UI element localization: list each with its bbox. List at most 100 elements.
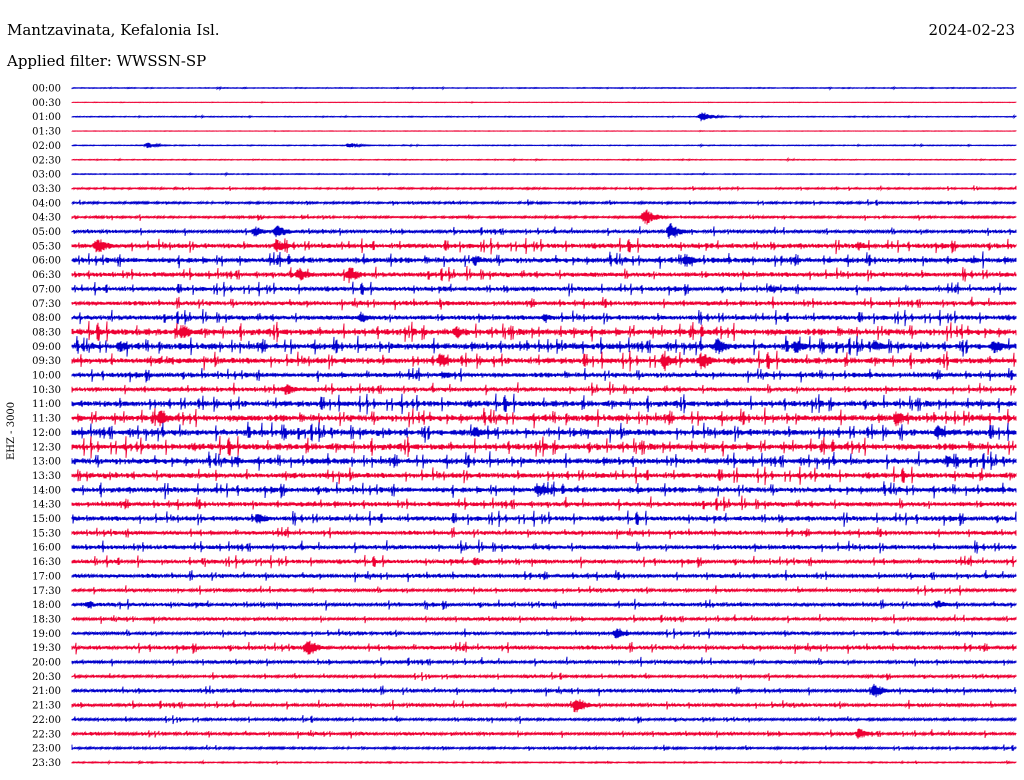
- time-tick-label: 13:00: [32, 457, 61, 468]
- trace-line: [71, 209, 1017, 225]
- time-tick-label: 18:30: [32, 614, 61, 625]
- time-tick-label: 08:30: [32, 327, 61, 338]
- time-tick-label: 17:00: [32, 571, 61, 582]
- trace-line: [71, 715, 1017, 725]
- time-tick-label: 05:00: [32, 227, 61, 238]
- date-label: 2024-02-23: [928, 21, 1015, 39]
- trace-line: [71, 100, 1017, 104]
- time-tick-label: 04:30: [32, 213, 61, 224]
- trace-line: [71, 435, 1017, 459]
- time-tick-label: 01:30: [32, 127, 61, 138]
- trace-line: [71, 699, 1017, 713]
- trace-line: [71, 451, 1017, 471]
- trace-line: [71, 569, 1017, 583]
- time-tick-label: 20:00: [32, 658, 61, 669]
- trace-line: [71, 421, 1017, 443]
- trace-line: [71, 199, 1017, 206]
- time-tick-label: 03:30: [32, 184, 61, 195]
- trace-line: [71, 222, 1017, 239]
- trace-line: [71, 628, 1017, 639]
- time-tick-label: 20:30: [32, 672, 61, 683]
- trace-line: [71, 321, 1017, 343]
- time-tick-label: 02:30: [32, 155, 61, 166]
- trace-line: [71, 683, 1017, 698]
- trace-line: [71, 335, 1017, 357]
- trace-line: [71, 265, 1017, 284]
- trace-line: [71, 142, 1017, 149]
- time-tick-label: 16:30: [32, 557, 61, 568]
- trace-line: [71, 309, 1017, 327]
- time-tick-label: 11:00: [32, 399, 61, 410]
- trace-line: [71, 728, 1017, 739]
- trace-line: [71, 85, 1017, 91]
- trace-line: [71, 367, 1017, 383]
- trace-line: [71, 640, 1017, 655]
- time-tick-label: 13:30: [32, 471, 61, 482]
- time-tick-label: 07:00: [32, 284, 61, 295]
- trace-line: [71, 281, 1017, 297]
- time-tick-label: 11:30: [32, 414, 61, 425]
- trace-line: [71, 185, 1017, 192]
- trace-line: [71, 585, 1017, 596]
- trace-line: [71, 466, 1017, 486]
- trace-line: [71, 156, 1017, 163]
- trace-line: [71, 393, 1017, 415]
- trace-line: [71, 350, 1017, 372]
- time-tick-label: 19:00: [32, 629, 61, 640]
- time-tick-label: 03:00: [32, 170, 61, 181]
- trace-line: [71, 237, 1017, 255]
- time-tick-label: 00:30: [32, 98, 61, 109]
- time-tick-label: 10:00: [32, 371, 61, 382]
- time-tick-label: 14:00: [32, 485, 61, 496]
- time-tick-label: 21:00: [32, 686, 61, 697]
- time-tick-label: 06:00: [32, 256, 61, 267]
- trace-line: [71, 407, 1017, 429]
- time-tick-label: 23:30: [32, 758, 61, 769]
- time-tick-label: 15:30: [32, 528, 61, 539]
- time-tick-label: 08:00: [32, 313, 61, 324]
- time-tick-label: 09:00: [32, 342, 61, 353]
- time-tick-label: 21:30: [32, 701, 61, 712]
- time-tick-label: 04:00: [32, 198, 61, 209]
- trace-line: [71, 251, 1017, 269]
- trace-line: [71, 296, 1017, 311]
- trace-line: [71, 171, 1017, 178]
- station-title: Mantzavinata, Kefalonia Isl.: [7, 21, 220, 39]
- trace-line: [71, 759, 1017, 766]
- time-tick-label: 06:30: [32, 270, 61, 281]
- time-tick-label: 09:30: [32, 356, 61, 367]
- trace-line: [71, 656, 1017, 667]
- trace-line: [71, 495, 1017, 512]
- trace-line: [71, 129, 1017, 133]
- trace-line: [71, 481, 1017, 500]
- time-tick-label: 12:00: [32, 428, 61, 439]
- time-tick-label: 05:30: [32, 241, 61, 252]
- time-tick-label: 10:30: [32, 385, 61, 396]
- time-tick-label: 17:30: [32, 586, 61, 597]
- trace-line: [71, 381, 1017, 396]
- trace-line: [71, 598, 1017, 611]
- time-tick-label: 14:30: [32, 500, 61, 511]
- time-tick-label: 16:00: [32, 543, 61, 554]
- trace-line: [71, 554, 1017, 569]
- time-tick-label: 02:00: [32, 141, 61, 152]
- trace-line: [71, 744, 1017, 752]
- time-tick-label: 01:00: [32, 112, 61, 123]
- time-tick-label: 19:30: [32, 643, 61, 654]
- time-tick-label: 07:30: [32, 299, 61, 310]
- filter-label: Applied filter: WWSSN-SP: [7, 52, 207, 70]
- trace-line: [71, 112, 1017, 122]
- trace-line: [71, 671, 1017, 682]
- trace-line: [71, 510, 1017, 528]
- trace-line: [71, 526, 1017, 540]
- time-tick-label: 22:30: [32, 729, 61, 740]
- trace-line: [71, 613, 1017, 624]
- time-tick-label: 18:00: [32, 600, 61, 611]
- time-tick-label: 22:00: [32, 715, 61, 726]
- trace-line: [71, 539, 1017, 554]
- time-tick-label: 15:00: [32, 514, 61, 525]
- time-tick-label: 00:00: [32, 84, 61, 95]
- time-tick-label: 23:00: [32, 744, 61, 755]
- time-tick-label: 12:30: [32, 442, 61, 453]
